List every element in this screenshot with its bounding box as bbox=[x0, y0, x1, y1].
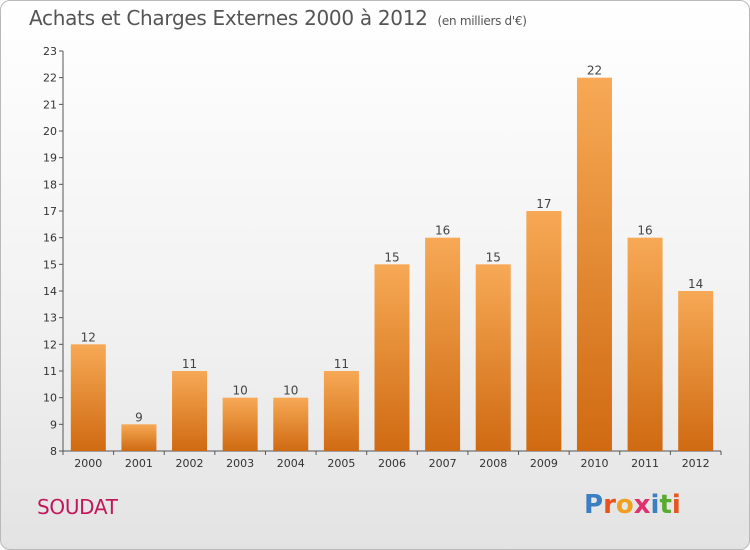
bar bbox=[70, 344, 106, 451]
x-tick-label: 2000 bbox=[74, 457, 102, 470]
bar bbox=[475, 264, 511, 451]
bars bbox=[70, 77, 714, 452]
y-tick-label: 19 bbox=[43, 152, 57, 165]
x-tick-label: 2010 bbox=[580, 457, 608, 470]
data-label: 17 bbox=[536, 197, 551, 211]
logo-letter: P bbox=[584, 490, 604, 520]
x-tick-label: 2001 bbox=[125, 457, 153, 470]
data-label: 11 bbox=[334, 357, 349, 371]
y-tick-label: 9 bbox=[50, 418, 57, 431]
y-tick-label: 16 bbox=[43, 232, 57, 245]
y-tick-label: 22 bbox=[43, 72, 57, 85]
logo-letter: t bbox=[659, 490, 672, 520]
y-tick-label: 14 bbox=[43, 285, 57, 298]
commune-name: SOUDAT bbox=[37, 495, 118, 519]
y-tick-label: 12 bbox=[43, 338, 57, 351]
x-tick-label: 2012 bbox=[682, 457, 710, 470]
x-tick-label: 2006 bbox=[378, 457, 406, 470]
bar bbox=[627, 237, 663, 451]
data-label: 12 bbox=[81, 330, 96, 344]
proxiti-logo: Proxiti bbox=[584, 490, 681, 520]
data-label: 10 bbox=[233, 384, 248, 398]
x-tick-label: 2004 bbox=[277, 457, 305, 470]
bar bbox=[576, 77, 612, 452]
data-label: 9 bbox=[135, 410, 143, 424]
x-tick-label: 2008 bbox=[479, 457, 507, 470]
x-tick-label: 2002 bbox=[176, 457, 204, 470]
bar bbox=[222, 397, 258, 451]
chart-title: Achats et Charges Externes 2000 à 2012 (e… bbox=[29, 6, 527, 30]
y-tick-label: 21 bbox=[43, 98, 57, 111]
data-label: 14 bbox=[688, 277, 703, 291]
data-label: 22 bbox=[587, 64, 602, 78]
y-tick-label: 15 bbox=[43, 258, 57, 271]
data-label: 15 bbox=[486, 250, 501, 264]
x-tick-label: 2005 bbox=[327, 457, 355, 470]
bar bbox=[172, 371, 208, 451]
chart-title-text: Achats et Charges Externes 2000 à 2012 bbox=[29, 6, 428, 30]
y-tick-label: 10 bbox=[43, 392, 57, 405]
bar bbox=[374, 264, 410, 451]
logo-letter: i bbox=[650, 490, 660, 520]
x-tick-label: 2007 bbox=[429, 457, 457, 470]
x-tick-label: 2003 bbox=[226, 457, 254, 470]
y-tick-label: 23 bbox=[43, 45, 57, 58]
x-tick-label: 2011 bbox=[631, 457, 659, 470]
y-tick-label: 18 bbox=[43, 178, 57, 191]
data-label: 16 bbox=[435, 224, 450, 238]
logo-letter: x bbox=[633, 490, 651, 520]
bar bbox=[273, 397, 309, 451]
chart-subtitle: (en milliers d'€) bbox=[437, 14, 527, 28]
bar bbox=[323, 371, 359, 451]
bar bbox=[526, 211, 562, 451]
data-label: 16 bbox=[637, 224, 652, 238]
y-tick-label: 13 bbox=[43, 312, 57, 325]
data-label: 15 bbox=[384, 250, 399, 264]
value-labels: 12 9 11 10 10 11 15 16 15 17 22 16 14 bbox=[81, 64, 704, 425]
y-tick-label: 17 bbox=[43, 205, 57, 218]
bar bbox=[425, 237, 461, 451]
data-label: 10 bbox=[283, 384, 298, 398]
axes: 8 9 10 11 12 13 14 15 16 17 18 19 20 21 22 23 2000 2001 20… bbox=[43, 45, 722, 470]
y-tick-label: 20 bbox=[43, 125, 57, 138]
bar bbox=[121, 424, 157, 451]
logo-letter: r bbox=[603, 490, 616, 520]
y-tick-label: 11 bbox=[43, 365, 57, 378]
y-tick-label: 8 bbox=[50, 445, 57, 458]
logo-letter: i bbox=[671, 490, 681, 520]
x-tick-label: 2009 bbox=[530, 457, 558, 470]
logo-letter: o bbox=[615, 490, 634, 520]
bar bbox=[678, 291, 714, 451]
data-label: 11 bbox=[182, 357, 197, 371]
